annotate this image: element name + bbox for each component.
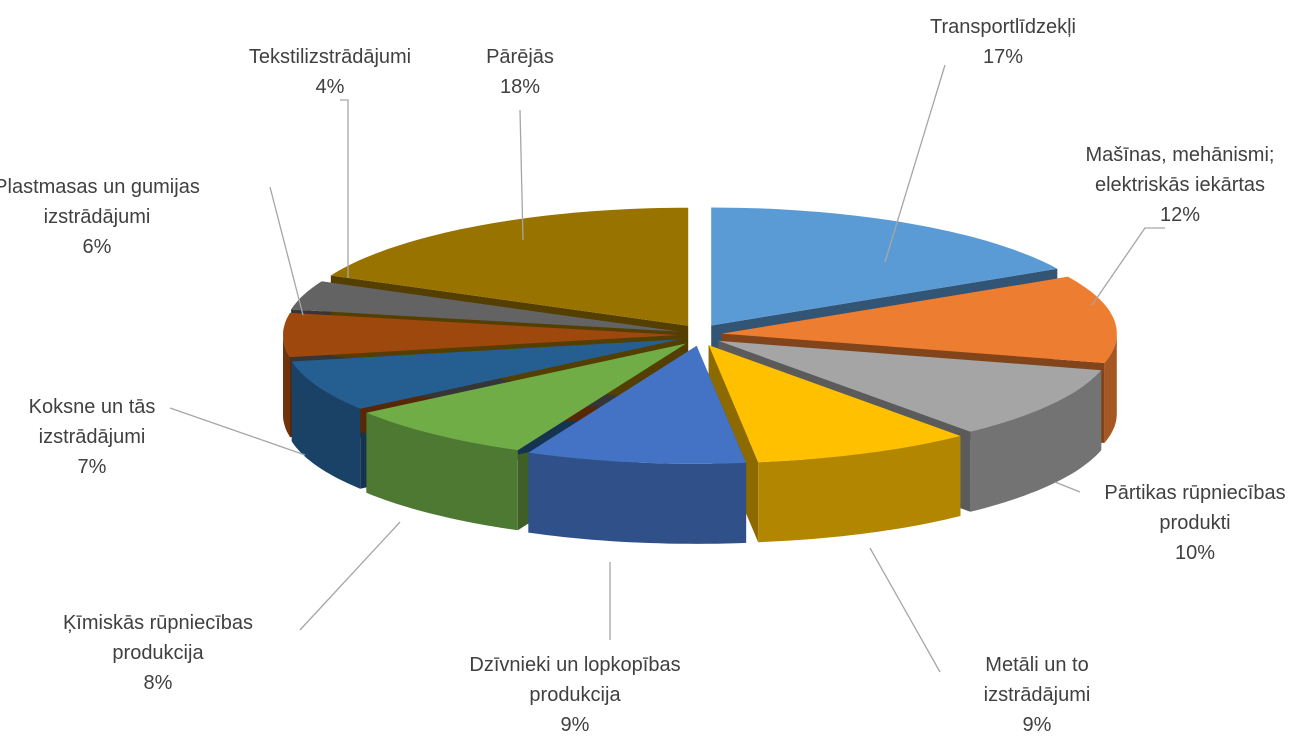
slice-side <box>528 452 747 544</box>
value-label: 4% <box>315 76 345 98</box>
value-label: 17% <box>982 46 1024 68</box>
value-label: 6% <box>82 236 112 258</box>
slice <box>711 207 1058 326</box>
slice <box>283 312 678 358</box>
slice <box>330 207 689 326</box>
slice-side <box>283 335 290 438</box>
value-label: 8% <box>143 672 173 694</box>
data-label: Pārtikas rūpniecības produkti 10% <box>1075 478 1315 568</box>
data-label: Pārējās 18% <box>440 42 600 102</box>
data-label: Transportlīdzekļi 17% <box>883 12 1123 72</box>
leader-line <box>869 547 941 673</box>
leader-line <box>299 521 401 631</box>
value-label: 18% <box>499 76 541 98</box>
slice <box>528 345 747 464</box>
slice <box>721 276 1117 363</box>
value-label: 7% <box>77 456 107 478</box>
category-label: Dzīvnieki un lopkopības produkcija <box>469 654 681 706</box>
category-label: Pārējās <box>486 46 554 68</box>
leader-line <box>884 64 946 263</box>
value-label: 10% <box>1174 542 1216 564</box>
leader-line <box>269 186 304 316</box>
value-label: 9% <box>560 714 590 736</box>
slice-side <box>366 412 518 531</box>
slice-side <box>291 361 361 489</box>
slice <box>708 345 961 463</box>
slice <box>366 343 686 451</box>
leader-line <box>1091 227 1165 306</box>
slice <box>718 340 1102 432</box>
data-label: Mašīnas, mehānismi; elektriskās iekārtas… <box>1075 140 1285 230</box>
category-label: Tekstilizstrādājumi <box>248 46 412 68</box>
category-label: Plastmasas un gumijas izstrādājumi <box>0 176 200 228</box>
category-label: Metāli un to izstrādājumi <box>983 654 1091 706</box>
data-label: Tekstilizstrādājumi 4% <box>200 42 460 102</box>
slice-side <box>758 436 961 543</box>
leader-line <box>1054 481 1081 493</box>
value-label: 12% <box>1159 204 1201 226</box>
data-label: Koksne un tās izstrādājumi 7% <box>2 392 182 482</box>
leader-line <box>169 407 306 456</box>
category-label: Transportlīdzekļi <box>930 16 1076 38</box>
data-label: Plastmasas un gumijas izstrādājumi 6% <box>0 172 232 262</box>
slice-side <box>1104 333 1117 443</box>
category-label: Pārtikas rūpniecības produkti <box>1104 482 1286 534</box>
value-label: 9% <box>1022 714 1052 736</box>
category-label: Ķīmiskās rūpniecības produkcija <box>62 612 254 664</box>
leader-line <box>519 109 524 241</box>
slice <box>291 339 680 409</box>
slice-side <box>970 370 1102 512</box>
slice <box>291 281 680 332</box>
leader-line <box>340 99 349 278</box>
category-label: Koksne un tās izstrādājumi <box>28 396 156 448</box>
data-label: Metāli un to izstrādājumi 9% <box>957 650 1117 740</box>
category-label: Mašīnas, mehānismi; elektriskās iekārtas <box>1085 144 1275 196</box>
data-label: Dzīvnieki un lopkopības produkcija 9% <box>460 650 690 740</box>
data-label: Ķīmiskās rūpniecības produkcija 8% <box>23 608 293 698</box>
